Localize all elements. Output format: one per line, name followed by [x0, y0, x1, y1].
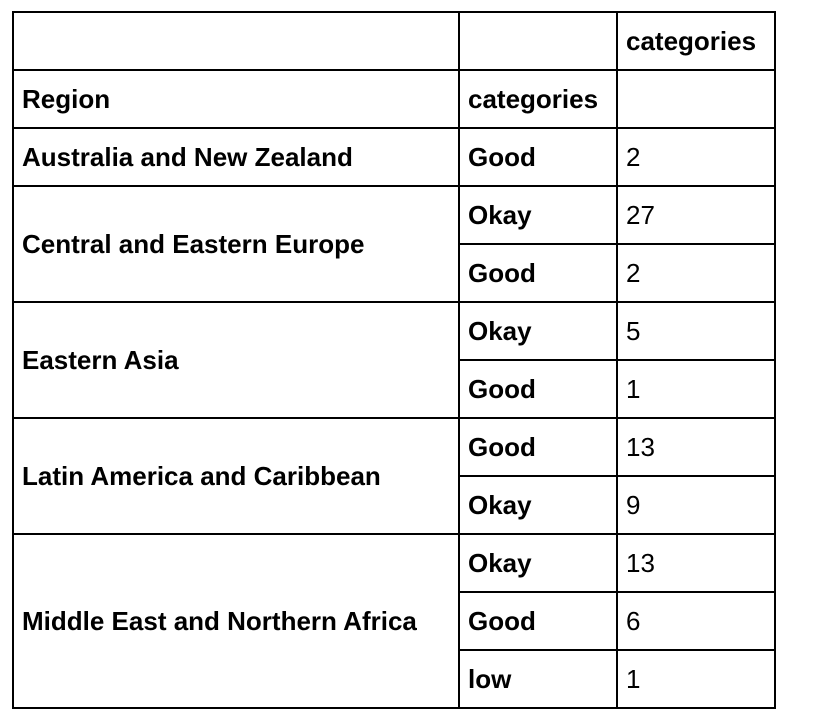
table-row: low 1 [13, 649, 776, 709]
table-row: Central and Eastern Europe Okay 27 [12, 185, 776, 303]
header-row-index: Region categories [12, 69, 776, 129]
category-cell: Good [458, 591, 618, 651]
category-cell: Okay [458, 301, 618, 361]
region-cell: Latin America and Caribbean [12, 417, 460, 535]
region-cell: Eastern Asia [12, 301, 460, 419]
table-row: Middle East and Northern Africa Okay 13 [12, 533, 776, 709]
category-cell: Okay [458, 533, 618, 593]
table-row: Latin America and Caribbean Good 13 [12, 417, 776, 535]
region-cell: Middle East and Northern Africa [12, 533, 460, 709]
table-row: Australia and New Zealand Good 2 [12, 127, 776, 187]
region-cell: Central and Eastern Europe [12, 185, 460, 303]
count-cell: 27 [616, 185, 776, 245]
header-empty-cell [12, 11, 460, 71]
table-row: Eastern Asia Okay 5 [12, 301, 776, 419]
table-row: Good 1 [13, 359, 776, 419]
category-cell: low [458, 649, 618, 709]
header-category: categories [458, 69, 618, 129]
header-region: Region [12, 69, 460, 129]
category-cell: Good [458, 243, 618, 303]
category-cell: Good [458, 127, 618, 187]
category-cell: Good [458, 359, 618, 419]
table-row: Good 2 [13, 243, 776, 303]
table-row: Good 6 [13, 591, 776, 651]
count-cell: 1 [616, 359, 776, 419]
category-cell: Okay [458, 185, 618, 245]
count-cell: 6 [616, 591, 776, 651]
count-cell: 1 [616, 649, 776, 709]
grouped-count-table: categories Region categories Australia a… [12, 11, 776, 709]
header-empty-cell [616, 69, 776, 129]
count-cell: 2 [616, 127, 776, 187]
table-row: Okay 9 [13, 475, 776, 535]
count-cell: 5 [616, 301, 776, 361]
header-row-top: categories [12, 11, 776, 71]
category-cell: Good [458, 417, 618, 477]
count-cell: 2 [616, 243, 776, 303]
region-cell: Australia and New Zealand [12, 127, 460, 187]
category-cell: Okay [458, 475, 618, 535]
header-count-column: categories [616, 11, 776, 71]
count-cell: 13 [616, 533, 776, 593]
header-empty-cell [458, 11, 618, 71]
count-cell: 9 [616, 475, 776, 535]
count-cell: 13 [616, 417, 776, 477]
